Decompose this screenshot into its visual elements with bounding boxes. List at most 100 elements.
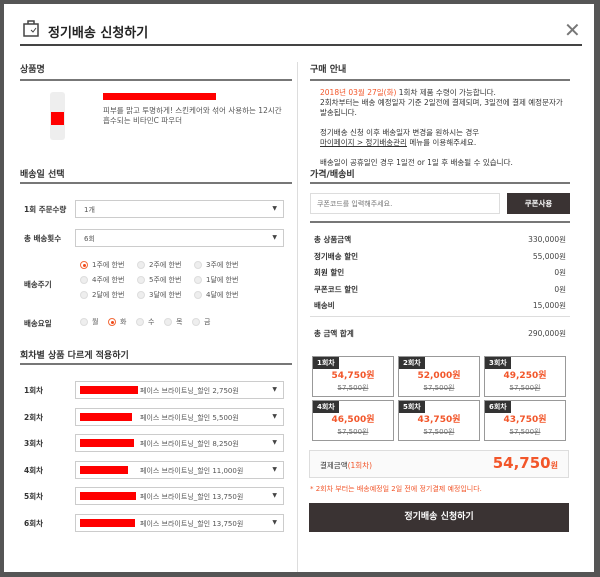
cycle-option-label: 3달에 한번	[149, 291, 182, 299]
qty-label: 1회 주문수량	[24, 205, 67, 214]
divider	[20, 79, 292, 81]
cycle-option-label: 3주에 한번	[206, 261, 239, 269]
section-title: 상품명	[20, 65, 45, 75]
cycle-option[interactable]: 5주에 한번	[137, 275, 181, 285]
round-price: 54,750원	[331, 371, 375, 381]
radio-icon[interactable]	[194, 261, 202, 269]
qty-value: 1개	[84, 206, 95, 214]
day-option[interactable]: 목	[164, 317, 182, 327]
pay-amount: 54,750	[492, 454, 551, 472]
radio-icon[interactable]	[192, 318, 200, 326]
round-product-value: 페이스 브라이트닝_할인 13,750원	[140, 519, 244, 528]
cycle-option-label: 2달에 한번	[92, 291, 125, 299]
count-select[interactable]: 6회 ▼	[75, 229, 284, 247]
cycle-option[interactable]: 4주에 한번	[80, 275, 124, 285]
radio-icon[interactable]	[137, 291, 145, 299]
cycle-option-label: 1달에 한번	[206, 276, 239, 284]
cycle-option-label: 4주에 한번	[92, 276, 125, 284]
mypage-link[interactable]: 마이페이지 > 정기배송관리	[320, 138, 407, 147]
price-label: 총 상품금액	[314, 235, 352, 244]
round-original-price: 57,500원	[423, 428, 455, 436]
price-value: 0원	[554, 284, 566, 294]
subscription-modal: 정기배송 신청하기 ✕ 상품명 피부를 맑고 투명하게! 스킨케어와 섞어 사용…	[4, 4, 594, 572]
divider	[20, 182, 292, 184]
radio-icon[interactable]	[108, 318, 116, 326]
round-price: 49,250원	[503, 371, 547, 381]
cycle-option-label: 4달에 한번	[206, 291, 239, 299]
divider	[20, 44, 582, 46]
redacted	[80, 518, 135, 527]
round-product-value: 페이스 브라이트닝_할인 8,250원	[140, 440, 239, 448]
day-option[interactable]: 금	[192, 317, 210, 327]
round-tag: 2회차	[399, 357, 425, 369]
price-label: 쿠폰코드 할인	[314, 284, 359, 294]
price-value: 55,000원	[532, 251, 566, 261]
round-label: 5회차	[24, 492, 44, 501]
cycle-option[interactable]: 3주에 한번	[194, 260, 238, 270]
radio-icon[interactable]	[80, 291, 88, 299]
round-tag: 3회차	[485, 357, 511, 369]
round-label: 6회차	[24, 518, 44, 528]
radio-icon[interactable]	[164, 318, 172, 326]
radio-icon[interactable]	[136, 318, 144, 326]
round-price-card: 2회차 52,000원 57,500원	[398, 356, 480, 397]
day-option-label: 수	[148, 318, 155, 326]
cycle-option[interactable]: 3달에 한번	[137, 290, 181, 300]
redacted	[80, 492, 136, 500]
total-label: 총 금액 합계	[314, 329, 354, 338]
round-product-select[interactable]: 페이스 브라이트닝_할인 8,250원 ▼	[75, 434, 284, 452]
round-product-value: 페이스 브라이트닝_할인 13,750원	[140, 493, 244, 501]
round-product-select[interactable]: 페이스 브라이트닝_할인 13,750원 ▼	[75, 513, 284, 532]
day-option[interactable]: 수	[136, 317, 154, 327]
radio-icon[interactable]	[194, 291, 202, 299]
round-original-price: 57,500원	[337, 428, 369, 436]
round-tag: 6회차	[485, 401, 511, 413]
radio-icon[interactable]	[194, 276, 202, 284]
close-icon[interactable]: ✕	[564, 18, 581, 42]
radio-icon[interactable]	[80, 261, 88, 269]
day-option-label: 목	[176, 318, 183, 326]
payment-box: 결제금액(1회차) 54,750원	[309, 450, 569, 478]
radio-icon[interactable]	[80, 276, 88, 284]
divider	[310, 221, 570, 223]
cycle-option[interactable]: 4달에 한번	[194, 290, 238, 300]
round-product-select[interactable]: 페이스 브라이트닝_할인 2,750원 ▼	[75, 381, 284, 399]
radio-icon[interactable]	[137, 261, 145, 269]
subscribe-button[interactable]: 정기배송 신청하기	[309, 503, 569, 532]
coupon-apply-button[interactable]: 쿠폰사용	[507, 193, 570, 214]
round-price: 46,500원	[331, 415, 375, 425]
payment-amount: 54,750원	[493, 454, 558, 472]
coupon-input[interactable]	[310, 193, 500, 214]
guide-line: 1회차 제품 수령이 가능합니다.	[396, 88, 496, 97]
round-original-price: 57,500원	[509, 428, 541, 436]
price-row: 배송비 15,000원	[314, 300, 566, 311]
cycle-option[interactable]: 1주에 한번	[80, 260, 124, 270]
round-product-select[interactable]: 페이스 브라이트닝_할인 11,000원 ▼	[75, 460, 284, 479]
round-price-card: 5회차 43,750원 57,500원	[398, 400, 480, 441]
payment-note: * 2회차 부터는 배송예정일 2일 전에 정기결제 예정입니다.	[310, 485, 482, 493]
guide-line: 메뉴를 이용해주세요.	[406, 138, 477, 147]
price-row: 회원 할인 0원	[314, 267, 566, 278]
price-row: 정기배송 할인 55,000원	[314, 251, 566, 262]
redacted	[80, 439, 134, 447]
round-product-select[interactable]: 페이스 브라이트닝_할인 5,500원 ▼	[75, 407, 284, 426]
round-price: 52,000원	[417, 371, 461, 381]
first-delivery-date: 2018년 03월 27일(화)	[320, 88, 397, 97]
day-option[interactable]: 월	[80, 317, 98, 327]
round-product-value: 페이스 브라이트닝_할인 5,500원	[140, 413, 239, 422]
day-option[interactable]: 화	[108, 317, 126, 327]
round-price-card: 1회차 54,750원 57,500원	[312, 356, 394, 397]
radio-icon[interactable]	[80, 318, 88, 326]
total-value: 290,000원	[528, 329, 566, 338]
cycle-option[interactable]: 2주에 한번	[137, 260, 181, 270]
radio-icon[interactable]	[137, 276, 145, 284]
cycle-option[interactable]: 2달에 한번	[80, 290, 124, 300]
product-name-redacted	[103, 93, 216, 100]
qty-select[interactable]: 1개 ▼	[75, 200, 284, 218]
price-label: 회원 할인	[314, 268, 345, 277]
pay-label: 결제금액	[320, 461, 348, 470]
scrollbar-track[interactable]	[297, 62, 298, 572]
round-product-select[interactable]: 페이스 브라이트닝_할인 13,750원 ▼	[75, 487, 284, 505]
cycle-option[interactable]: 1달에 한번	[194, 275, 238, 285]
round-label: 2회차	[24, 412, 44, 422]
